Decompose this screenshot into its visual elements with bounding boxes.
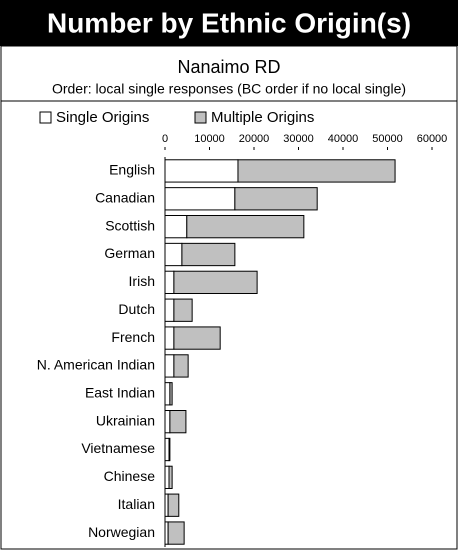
bar-segment — [164, 465, 170, 490]
y-tick-label: Canadian — [95, 189, 155, 205]
bar-segment — [164, 298, 175, 322]
chart-note: Order: local single responses (BC order … — [52, 81, 406, 97]
x-tick-label: 20000 — [239, 133, 270, 145]
y-tick-label: German — [104, 245, 155, 261]
y-tick-label: French — [111, 329, 155, 345]
y-tick-label: Scottish — [105, 217, 155, 233]
y-tick-label: Irish — [129, 273, 155, 289]
legend-swatch — [39, 111, 52, 124]
x-tick-label: 10000 — [194, 133, 225, 145]
bar-segment — [168, 465, 173, 490]
title-banner — [0, 0, 458, 46]
chart-title: Number by Ethnic Origin(s) — [47, 7, 411, 38]
bar-segment — [234, 187, 318, 211]
y-tick-label: Dutch — [118, 301, 155, 317]
bar-segment — [164, 215, 188, 239]
bar-segment — [173, 298, 193, 322]
bar-segment — [164, 354, 175, 378]
y-tick-label: Chinese — [104, 468, 156, 484]
y-tick-label: N. American Indian — [37, 357, 155, 373]
bar-segment — [164, 382, 171, 406]
legend-label: Single Origins — [56, 109, 149, 126]
bar-segment — [169, 410, 187, 434]
chart-subtitle: Nanaimo RD — [177, 57, 280, 77]
bar-segment — [164, 410, 171, 434]
bar-segment — [181, 242, 236, 267]
bar-segment — [167, 521, 185, 545]
x-tick-label: 30000 — [283, 133, 314, 145]
y-tick-label: English — [109, 162, 155, 178]
bar-segment — [164, 242, 183, 267]
legend-label: Multiple Origins — [211, 109, 314, 126]
y-tick-label: Vietnamese — [81, 440, 155, 456]
bar-segment — [164, 326, 175, 350]
bar-segment — [186, 215, 305, 239]
bar-segment — [173, 354, 189, 378]
frame — [0, 45, 458, 550]
bar-segment — [237, 159, 396, 183]
x-tick-label: 0 — [162, 133, 168, 145]
y-tick-label: Ukrainian — [96, 412, 155, 428]
bar-segment — [164, 159, 239, 183]
bar-segment — [173, 270, 258, 295]
bar-segment — [164, 187, 236, 211]
bar-segment — [168, 437, 171, 462]
bar-segment — [169, 382, 173, 406]
bar-segment — [173, 326, 221, 350]
y-tick-label: Norwegian — [88, 524, 155, 540]
x-tick-label: 40000 — [328, 133, 359, 145]
bar-segment — [164, 437, 170, 462]
x-tick-label: 50000 — [372, 133, 403, 145]
y-tick-label: Italian — [118, 496, 155, 512]
bar-segment — [167, 493, 180, 517]
y-tick-label: East Indian — [85, 384, 155, 400]
x-tick-label: 60000 — [417, 133, 448, 145]
bar-segment — [164, 270, 175, 295]
legend-swatch — [194, 111, 207, 124]
